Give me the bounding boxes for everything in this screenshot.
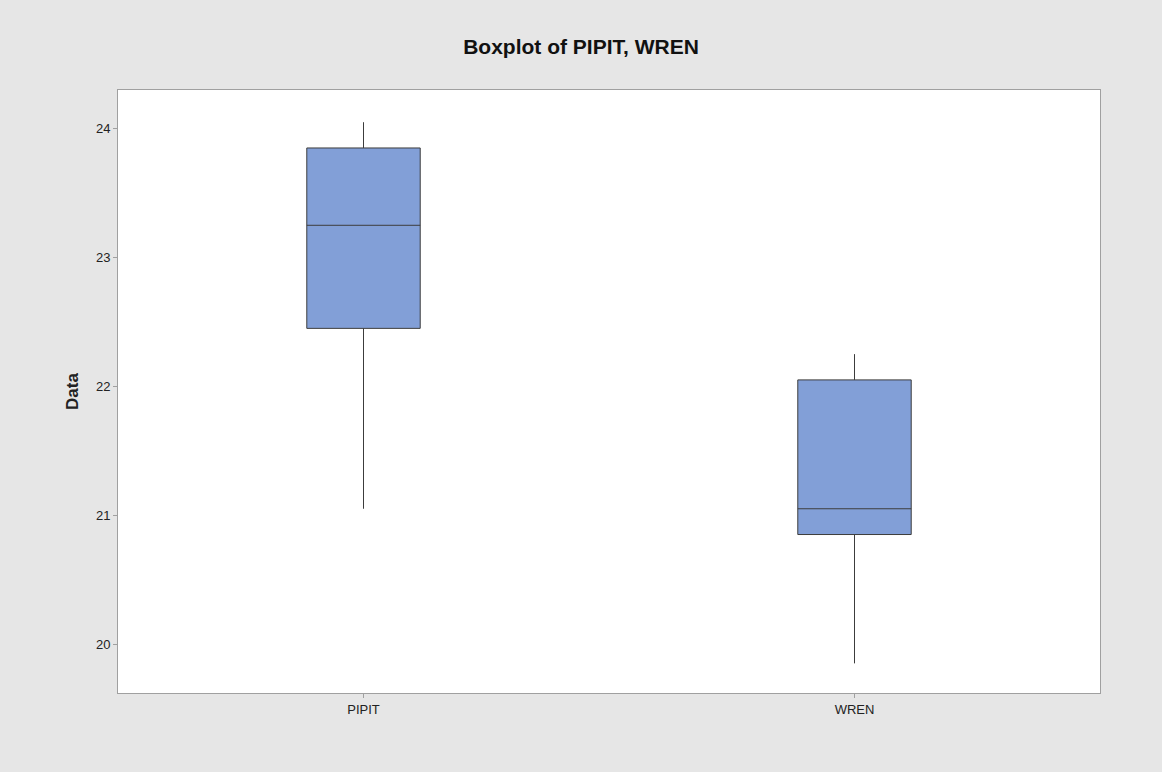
svg-text:WREN: WREN <box>835 702 875 717</box>
svg-text:22: 22 <box>96 379 110 394</box>
svg-text:24: 24 <box>96 121 110 136</box>
svg-text:20: 20 <box>96 637 110 652</box>
svg-text:21: 21 <box>96 508 110 523</box>
svg-text:PIPIT: PIPIT <box>347 702 380 717</box>
svg-text:Boxplot of PIPIT, WREN: Boxplot of PIPIT, WREN <box>463 35 699 58</box>
svg-text:Data: Data <box>63 373 82 410</box>
svg-text:23: 23 <box>96 250 110 265</box>
